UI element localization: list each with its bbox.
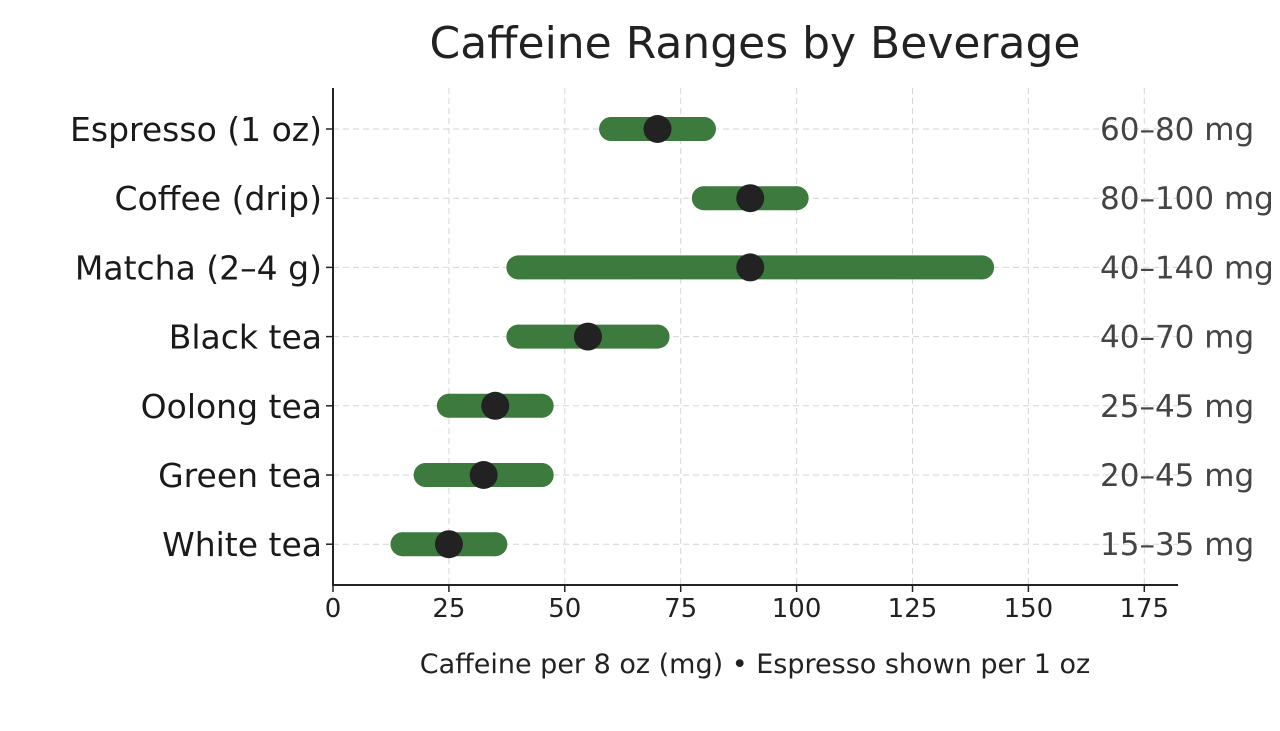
category-label: Coffee (drip) — [115, 179, 322, 218]
midpoint-dot — [736, 253, 765, 282]
x-tick-label: 175 — [1119, 594, 1169, 624]
x-tick-labels: 0 25 50 75 100 125 150 175 — [325, 585, 1169, 624]
category-label: Espresso (1 oz) — [70, 110, 322, 149]
midpoint-dot — [481, 391, 510, 420]
category-labels: Espresso (1 oz) Coffee (drip) Matcha (2–4 … — [70, 110, 333, 564]
x-axis-label: Caffeine per 8 oz (mg) • Espresso shown … — [420, 649, 1090, 680]
range-max-cap — [691, 117, 716, 141]
category-label: Black tea — [169, 318, 322, 357]
x-tick-label: 0 — [325, 594, 342, 624]
category-label: Matcha (2–4 g) — [75, 248, 322, 287]
x-tick-label: 150 — [1004, 594, 1054, 624]
category-label: Oolong tea — [141, 387, 322, 426]
range-layer — [390, 115, 995, 559]
grid-layer — [333, 88, 1178, 585]
range-max-cap — [784, 186, 809, 211]
range-max-cap — [529, 463, 554, 487]
midpoint-dot — [573, 322, 602, 351]
range-min-cap — [413, 463, 438, 487]
midpoint-dot — [434, 530, 463, 559]
range-label: 80–100 mg — [1100, 181, 1274, 217]
range-label: 60–80 mg — [1100, 112, 1254, 148]
range-label: 40–70 mg — [1100, 320, 1254, 356]
midpoint-dot — [469, 461, 498, 489]
category-label: White tea — [162, 525, 322, 564]
range-min-cap — [599, 117, 624, 141]
range-min-cap — [506, 324, 531, 349]
x-tick-label: 25 — [432, 594, 465, 624]
midpoint-dot — [643, 115, 672, 143]
x-tick-label: 100 — [772, 594, 822, 624]
range-min-cap — [436, 393, 461, 418]
range-min-cap — [506, 255, 531, 280]
x-tick-label: 125 — [888, 594, 938, 624]
range-label: 20–45 mg — [1100, 458, 1254, 494]
range-min-cap — [390, 532, 415, 557]
chart-title: Caffeine Ranges by Beverage — [430, 18, 1081, 69]
midpoint-dot — [736, 184, 765, 213]
range-labels: 60–80 mg 80–100 mg 40–140 mg 40–70 mg 25–45 … — [1100, 112, 1274, 563]
range-max-cap — [483, 532, 508, 557]
category-label: Green tea — [158, 456, 322, 495]
range-max-cap — [970, 255, 995, 280]
range-label: 25–45 mg — [1100, 389, 1254, 425]
range-max-cap — [529, 393, 554, 418]
range-min-cap — [691, 186, 716, 211]
range-max-cap — [645, 324, 670, 349]
range-label: 40–140 mg — [1100, 250, 1274, 286]
x-tick-label: 75 — [664, 594, 697, 624]
range-label: 15–35 mg — [1100, 527, 1254, 563]
x-tick-label: 50 — [548, 594, 581, 624]
